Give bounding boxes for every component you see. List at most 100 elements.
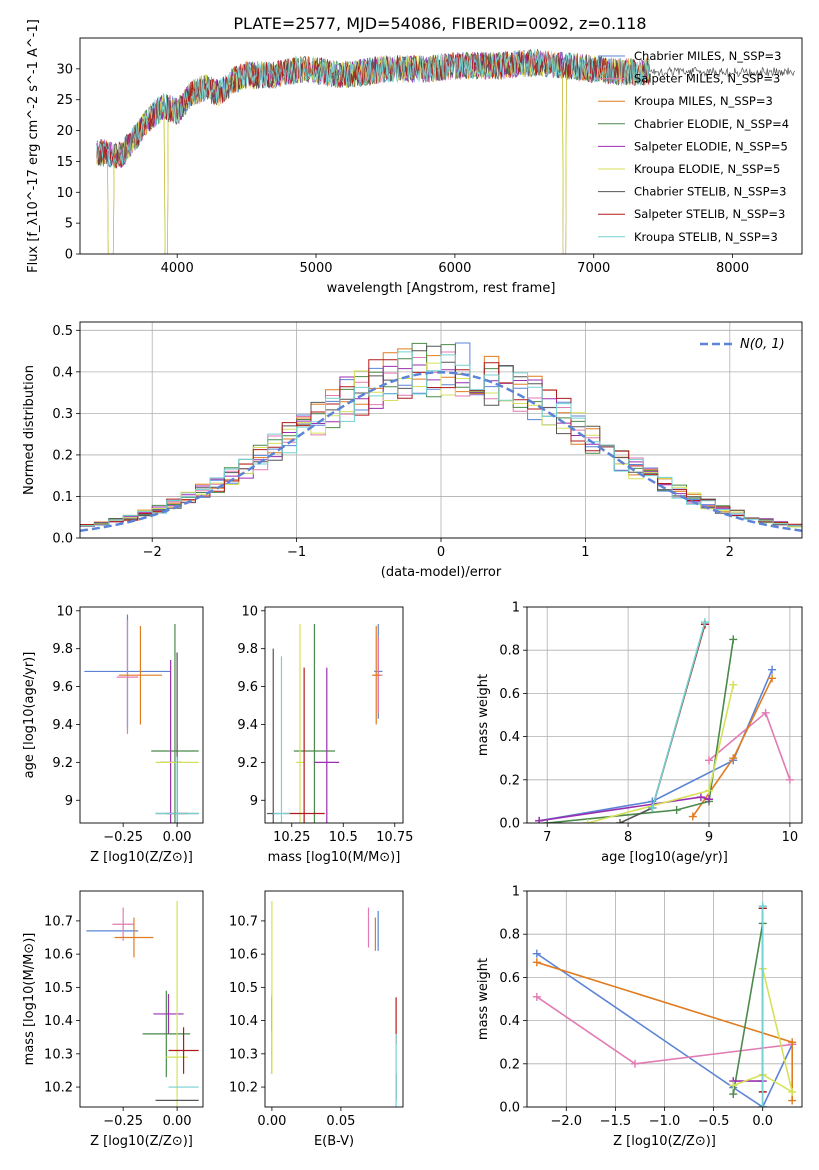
series-marker (704, 786, 713, 795)
weight-series (532, 902, 797, 1107)
y-tick-label: 10.2 (229, 1081, 258, 1096)
x-tick-label: −1.0 (649, 1114, 681, 1129)
x-tick-label: 10 (782, 830, 799, 845)
series-marker (696, 793, 705, 802)
errorbar-point (273, 656, 290, 823)
errorbar-point (153, 994, 184, 1034)
axes-frame (526, 606, 803, 824)
spectrum-lines (96, 48, 796, 254)
series-marker (729, 754, 738, 763)
errorbar-point (155, 756, 199, 823)
x-tick-label: 10.25 (273, 830, 310, 845)
series-line (651, 621, 706, 809)
series-marker (788, 1096, 797, 1105)
errorbars (86, 900, 199, 1107)
x-axis-label: wavelength [Angstrom, rest frame] (327, 281, 556, 296)
errorbars (84, 614, 199, 823)
x-axis-label: (data-model)/error (381, 565, 502, 580)
series-marker (758, 1103, 767, 1107)
errorbar-point (116, 620, 139, 734)
y-tick-label: 0.6 (499, 687, 520, 702)
series-marker (761, 708, 770, 717)
legend-label: Kroupa MILES, N_SSP=3 (634, 94, 773, 108)
axes-frame (79, 606, 204, 824)
series-marker (532, 958, 541, 967)
y-tick-label: 9.4 (52, 718, 73, 733)
x-tick-label: 0.00 (163, 1114, 192, 1129)
y-tick-label: 10.7 (229, 914, 258, 929)
errorbar-point (293, 624, 336, 823)
x-tick-label: 7 (543, 830, 551, 845)
series-marker (688, 812, 697, 821)
series-marker (729, 1081, 738, 1090)
x-axis-label: mass [log10(M/M⊙)] (268, 850, 401, 865)
series-marker (729, 1090, 738, 1099)
legend-label: Kroupa ELODIE, N_SSP=5 (634, 162, 780, 176)
series-marker (704, 756, 713, 765)
x-axis-label: age [log10(age/yr)] (601, 850, 728, 865)
errorbar-point (118, 625, 162, 725)
y-tick-label: 9.6 (237, 680, 258, 695)
y-tick-label: 15 (56, 155, 73, 170)
axes-frame (526, 890, 803, 1108)
mass-vs-ebv-panel: 0.00 0.05 10.2 10.3 10.4 10.5 10.6 10.7 E(B-V) (229, 890, 404, 1149)
errorbar-point (168, 1027, 199, 1074)
spectrum-line (96, 49, 650, 168)
legend-label: Chabrier MILES, N_SSP=3 (634, 49, 781, 63)
series-marker (768, 674, 777, 683)
x-tick-label: 4000 (161, 261, 194, 276)
x-tick-label: 8000 (716, 261, 749, 276)
y-tick-label: 10 (56, 604, 73, 619)
y-tick-label: 0.3 (52, 407, 73, 422)
histogram-step (80, 359, 802, 525)
errorbar-point (166, 900, 188, 1107)
x-tick-label: 8 (624, 830, 632, 845)
y-tick-label: 5 (65, 217, 73, 232)
y-tick-label: 10.4 (44, 1014, 73, 1029)
x-tick-label: 0.05 (326, 1114, 355, 1129)
y-tick-label: 0.2 (52, 448, 73, 463)
x-axis-label: Z [log10(Z/Z⊙)] (613, 1134, 716, 1149)
y-tick-label: 30 (56, 62, 73, 77)
x-tick-label: 0.00 (163, 830, 192, 845)
series-line (547, 639, 735, 823)
y-tick-label: 10.3 (229, 1047, 258, 1062)
x-tick-label: 6000 (438, 261, 471, 276)
y-axis-label: age [log10(age/yr)] (22, 652, 37, 779)
axes-frame (264, 606, 404, 824)
legend-label: Salpeter MILES, N_SSP=3 (634, 72, 780, 86)
y-tick-label: 25 (56, 93, 73, 108)
y-tick-label: 9.2 (237, 756, 258, 771)
series-marker (768, 665, 777, 674)
y-tick-label: 0.8 (499, 928, 520, 943)
y-axis-label: Flux [f_λ10^-17 erg cm^-2 s^-1 A^-1] (26, 19, 41, 273)
y-tick-label: 10.5 (229, 981, 258, 996)
y-tick-label: 0.1 (52, 490, 73, 505)
spectrum-panel: 4000 5000 6000 7000 8000 0 5 10 15 20 25 30 waveleng… (26, 19, 803, 296)
y-tick-label: 10.2 (44, 1081, 73, 1096)
x-tick-label: −0.5 (698, 1114, 730, 1129)
series-marker (648, 803, 657, 812)
y-tick-label: 10.6 (229, 948, 258, 963)
y-tick-label: 10 (241, 604, 258, 619)
y-tick-label: 0.4 (499, 730, 520, 745)
x-tick-label: 10.75 (376, 830, 413, 845)
y-axis-label: mass [log10(M/M⊙)] (22, 933, 37, 1066)
series-marker (729, 635, 738, 644)
series-marker (700, 618, 709, 627)
series-marker (532, 949, 541, 958)
series-marker (535, 816, 544, 823)
weight-vs-age-panel: 7 8 9 10 0.0 0.2 0.4 0.6 0.8 1 age [log10(age/yr)]… (476, 601, 803, 865)
mass-vs-z-panel: −0.25 0.00 10.2 10.3 10.4 10.5 10.6 10.7 Z [log1… (22, 890, 204, 1149)
series-marker (788, 1038, 797, 1047)
y-tick-label: 9.4 (237, 718, 258, 733)
y-tick-label: 0.2 (499, 1057, 520, 1072)
series-marker (758, 902, 767, 911)
legend-label: Kroupa STELIB, N_SSP=3 (634, 230, 778, 244)
y-tick-label: 0.2 (499, 773, 520, 788)
y-tick-label: 9.8 (237, 642, 258, 657)
legend-label: Chabrier ELODIE, N_SSP=4 (634, 117, 789, 131)
residuals-panel: −2 −1 0 1 2 0.0 0.1 0.2 0.3 0.4 0.5 (data-model)/er… (22, 321, 803, 580)
normal-curve (80, 371, 802, 532)
